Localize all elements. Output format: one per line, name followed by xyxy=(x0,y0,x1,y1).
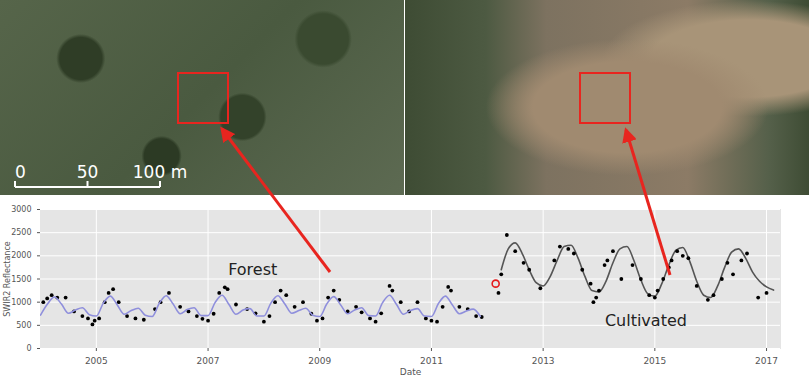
svg-text:3000: 3000 xyxy=(11,205,31,214)
svg-text:2000: 2000 xyxy=(11,251,31,260)
svg-text:50: 50 xyxy=(77,162,99,182)
svg-text:Cultivated: Cultivated xyxy=(605,311,687,330)
svg-text:1000: 1000 xyxy=(11,298,31,307)
svg-text:2011: 2011 xyxy=(420,356,443,366)
svg-text:0: 0 xyxy=(15,162,26,182)
svg-text:2009: 2009 xyxy=(308,356,331,366)
svg-text:2015: 2015 xyxy=(643,356,666,366)
svg-text:Date: Date xyxy=(400,367,422,377)
svg-text:500: 500 xyxy=(16,321,31,330)
svg-text:0: 0 xyxy=(26,344,31,353)
svg-text:100 m: 100 m xyxy=(133,162,187,182)
svg-text:2007: 2007 xyxy=(197,356,220,366)
svg-text:2017: 2017 xyxy=(755,356,778,366)
svg-text:1500: 1500 xyxy=(11,275,31,284)
svg-text:SWIR2 Reflectance: SWIR2 Reflectance xyxy=(3,241,12,317)
svg-text:2013: 2013 xyxy=(532,356,555,366)
svg-text:Forest: Forest xyxy=(228,260,277,279)
svg-text:2005: 2005 xyxy=(85,356,108,366)
svg-text:2500: 2500 xyxy=(11,228,31,237)
